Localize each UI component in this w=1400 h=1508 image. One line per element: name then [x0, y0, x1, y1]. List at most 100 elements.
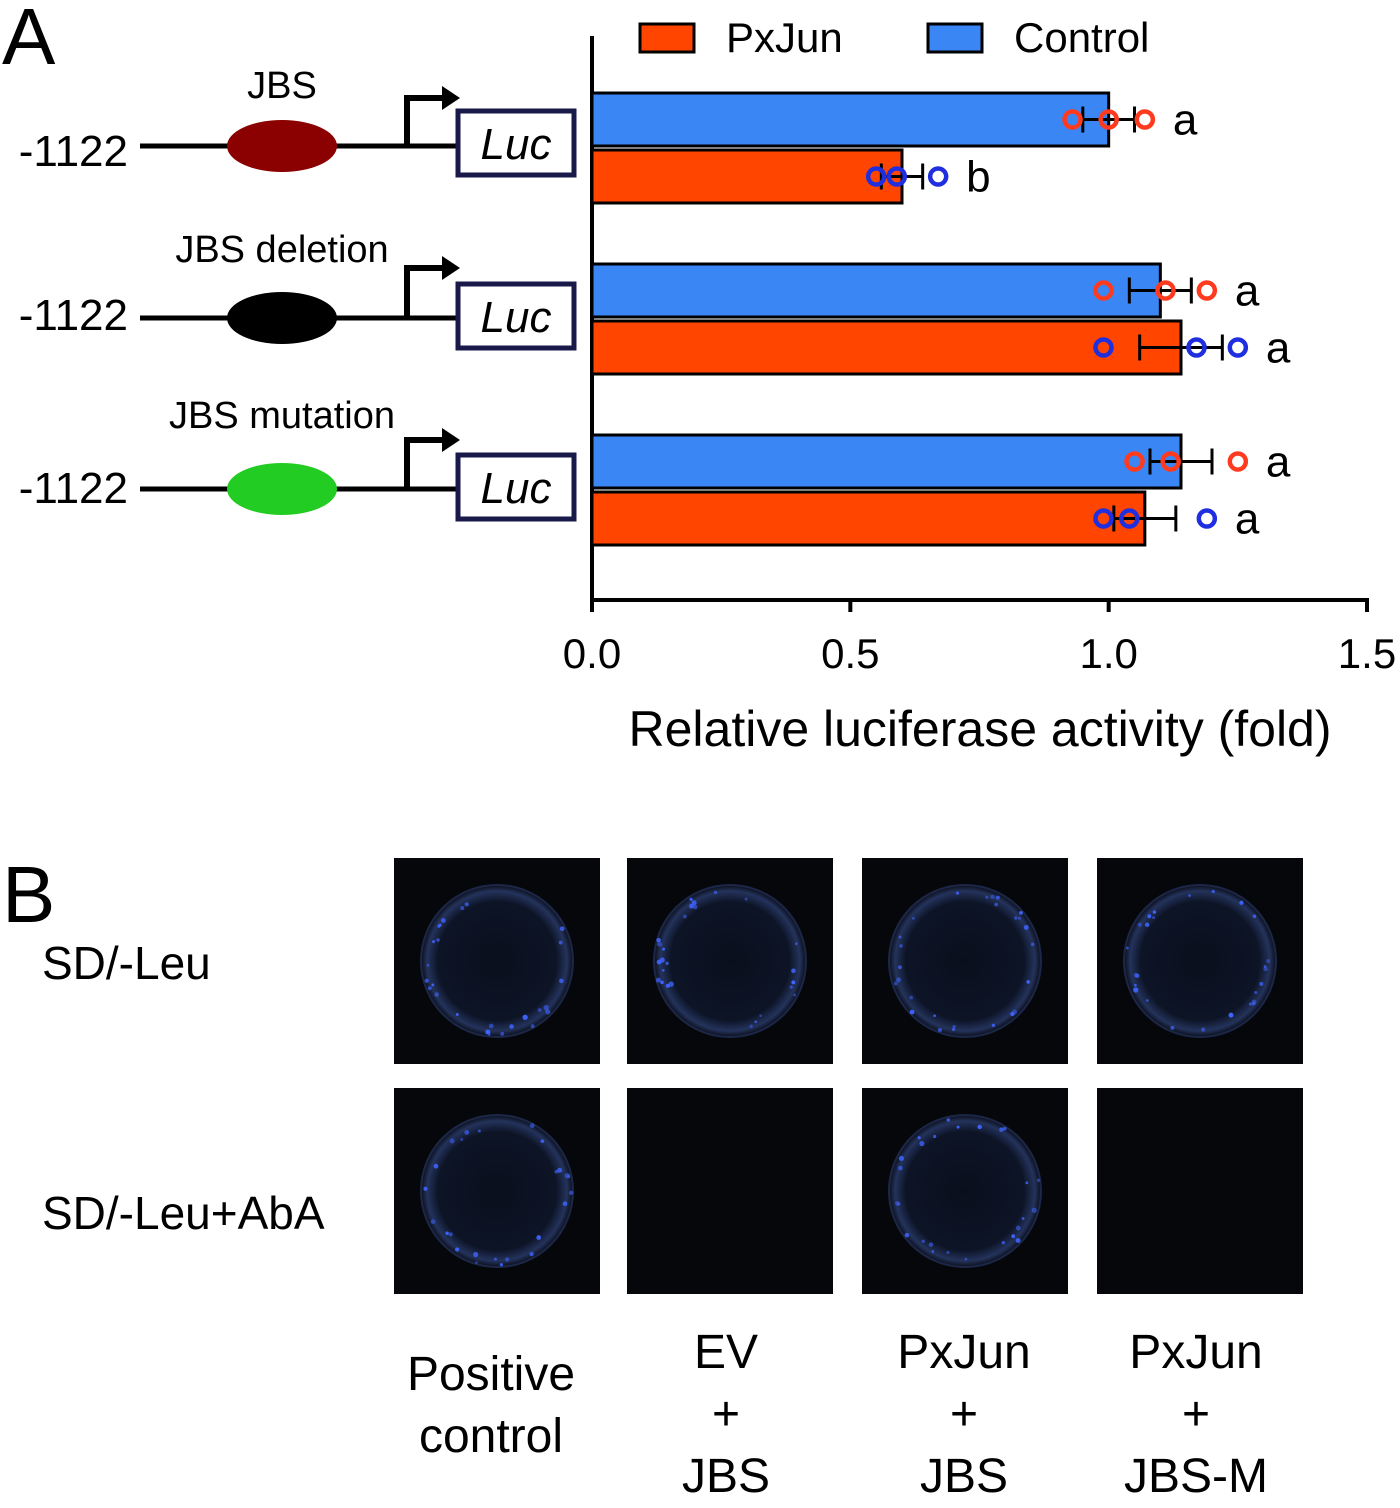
- colony-speck: [569, 1190, 574, 1195]
- colony-speck: [499, 1263, 504, 1267]
- binding-site-ellipse: [227, 120, 337, 172]
- colony-speck: [1133, 987, 1139, 993]
- colony-speck: [430, 1219, 436, 1225]
- colony-speck: [559, 978, 564, 984]
- yeast-colony-spot: [420, 884, 574, 1038]
- colony-speck: [985, 895, 989, 899]
- colony-speck: [567, 1174, 571, 1179]
- colony-speck: [1152, 910, 1157, 914]
- colony-speck: [1248, 1002, 1252, 1006]
- colony-speck: [475, 1261, 478, 1264]
- colony-speck: [689, 897, 693, 901]
- colony-speck: [543, 1004, 549, 1011]
- colony-speck: [1031, 1207, 1037, 1213]
- colony-speck: [759, 1014, 763, 1018]
- colony-speck: [1263, 966, 1268, 972]
- x-tick-label: 1.5: [1338, 630, 1396, 677]
- yeast-colony-spot: [653, 884, 807, 1038]
- x-axis-label: Relative luciferase activity (fold): [628, 701, 1331, 757]
- colony-speck: [1152, 916, 1156, 920]
- colony-speck: [460, 1138, 464, 1141]
- colony-speck: [1125, 946, 1129, 950]
- column-label-line: +: [711, 1388, 741, 1441]
- colony-speck: [426, 963, 430, 967]
- legend-label-control: Control: [1014, 14, 1149, 61]
- construct-position-label: -1122: [19, 127, 128, 176]
- colony-speck: [662, 947, 666, 951]
- bar-pxjun: [590, 148, 904, 205]
- colony-speck: [1021, 1217, 1025, 1220]
- column-label-line: +: [949, 1388, 979, 1441]
- x-tick-label: 0.0: [563, 630, 621, 677]
- tss-arrowhead-icon: [442, 428, 460, 452]
- colony-speck: [692, 904, 698, 910]
- colony-speck: [557, 1167, 563, 1173]
- colony-speck: [895, 977, 902, 983]
- data-point: [1093, 337, 1114, 358]
- colony-speck: [1025, 1181, 1029, 1185]
- colony-speck: [1030, 942, 1035, 947]
- colony-speck: [964, 1257, 968, 1261]
- colony-speck: [933, 1014, 936, 1018]
- colony-speck: [558, 940, 563, 945]
- colony-speck: [448, 1232, 453, 1237]
- legend-swatch-pxjun: [638, 22, 696, 54]
- column-label-line: +: [1181, 1388, 1211, 1441]
- data-point: [1093, 508, 1114, 529]
- colony-speck: [713, 890, 718, 895]
- colony-speck: [545, 1009, 551, 1015]
- binding-site-label: JBS mutation: [169, 395, 395, 437]
- significance-letter: a: [1266, 438, 1291, 487]
- bar-control: [590, 262, 1162, 319]
- colony-speck: [995, 895, 1000, 900]
- tss-arrow-icon: [404, 265, 445, 318]
- colony-speck: [660, 980, 664, 985]
- colony-speck: [1018, 916, 1021, 920]
- colony-speck: [1170, 1025, 1175, 1030]
- data-point: [1093, 280, 1114, 301]
- colony-speck: [897, 1165, 903, 1171]
- colony-speck: [1259, 981, 1264, 986]
- colony-speck: [437, 924, 441, 928]
- column-label-pxjun-jbs: PxJun + JBS: [844, 1322, 1084, 1508]
- panel-letter-a: A: [2, 0, 56, 81]
- colony-speck: [909, 995, 914, 1000]
- reporter-box: [455, 281, 577, 351]
- colony-speck: [1015, 1238, 1021, 1243]
- significance-letter: a: [1235, 495, 1260, 544]
- colony-speck: [445, 1231, 449, 1235]
- colony-speck: [1002, 1126, 1007, 1131]
- colony-speck: [791, 980, 796, 985]
- colony-speck: [795, 942, 798, 946]
- reporter-label: Luc: [481, 120, 552, 169]
- colony-speck: [1146, 999, 1149, 1002]
- yeast-colony-spot: [420, 1114, 574, 1268]
- colony-speck: [522, 1014, 528, 1020]
- data-point: [1196, 280, 1218, 301]
- colony-speck: [898, 935, 902, 939]
- column-label-line: PxJun: [897, 1326, 1031, 1379]
- construct-diagram-jbs-mutation: -1122 JBS mutation Luc: [19, 395, 577, 522]
- column-label-line: JBS-M: [1124, 1450, 1268, 1503]
- row-label-sd-leu-aba: SD/-Leu+AbA: [42, 1187, 325, 1239]
- colony-speck: [956, 1125, 960, 1129]
- tss-arrow-icon: [404, 95, 445, 146]
- colony-speck: [432, 940, 436, 944]
- colony-speck: [530, 1024, 535, 1029]
- colony-speck: [1201, 1027, 1206, 1032]
- data-point: [1196, 508, 1218, 529]
- colony-speck: [1134, 983, 1137, 987]
- colony-speck: [1147, 914, 1152, 919]
- significance-letter: b: [966, 153, 990, 202]
- colony-speck: [504, 1257, 510, 1262]
- column-label-line: EV: [693, 1326, 759, 1379]
- colony-speck: [955, 891, 960, 895]
- colony-speck: [691, 900, 697, 906]
- colony-speck: [791, 968, 796, 974]
- colony-speck: [529, 1123, 535, 1128]
- colony-speck: [436, 938, 440, 942]
- data-point: [927, 166, 949, 187]
- colony-speck: [554, 1169, 559, 1174]
- colony-speck: [928, 1242, 934, 1247]
